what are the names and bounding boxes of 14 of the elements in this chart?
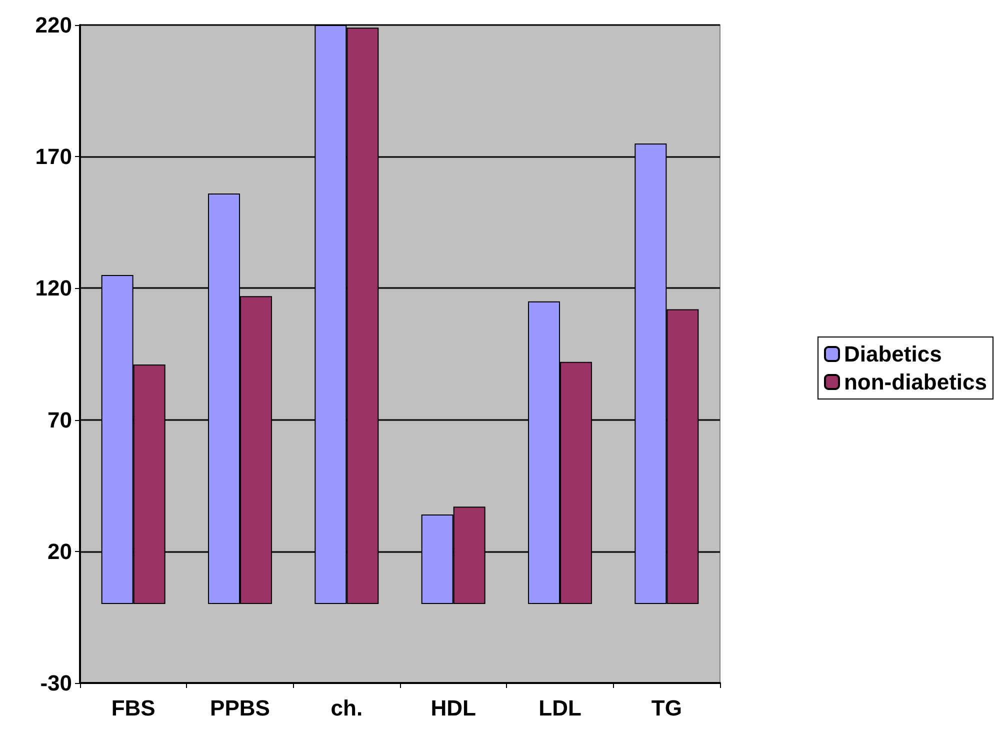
y-tick-label: 70 (48, 407, 72, 432)
x-tick-label: LDL (538, 696, 582, 720)
x-tick-label: HDL (430, 696, 476, 720)
y-tick-label: -30 (40, 670, 72, 696)
x-tick-label: FBS (111, 696, 156, 720)
legend-label: non-diabetics (844, 370, 988, 394)
y-tick-label: 120 (35, 276, 72, 301)
y-tick-label: 20 (48, 538, 72, 564)
x-tick-label: TG (651, 696, 682, 720)
legend-label: Diabetics (844, 342, 942, 366)
y-tick-label: 170 (35, 144, 72, 170)
y-tick-label: 220 (35, 12, 72, 38)
x-tick-label: PPBS (210, 696, 270, 720)
x-tick-label: ch. (330, 696, 363, 720)
